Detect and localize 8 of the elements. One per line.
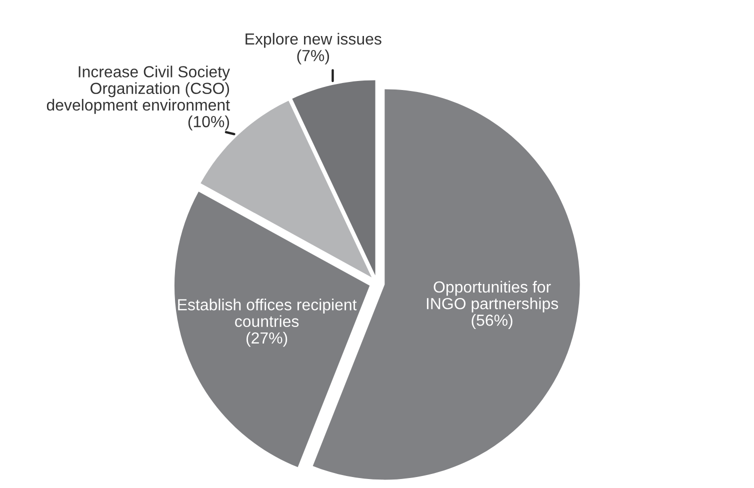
slice-label: Opportunities for INGO partnerships (426, 280, 558, 312)
data-label: (7%) (297, 50, 329, 64)
data-label: (10%) (188, 116, 230, 130)
slice-label: Increase Civil Society Organization (CSO) development environment (46, 66, 230, 114)
slice-label: Establish offices recipient countries (178, 298, 357, 327)
data-label: (56%) (472, 314, 512, 330)
data-label: (27%) (246, 332, 288, 347)
slice-label: Explore new issues (246, 32, 382, 48)
